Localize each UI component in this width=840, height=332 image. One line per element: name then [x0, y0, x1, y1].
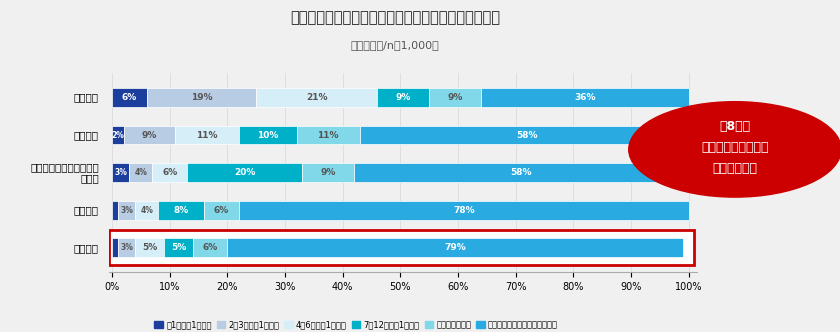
- Text: 9%: 9%: [396, 93, 411, 102]
- Bar: [481, 88, 689, 107]
- Bar: [118, 201, 135, 220]
- Text: 11%: 11%: [197, 130, 218, 139]
- Text: 4%: 4%: [140, 206, 153, 215]
- Text: 9%: 9%: [448, 93, 463, 102]
- Bar: [112, 238, 118, 257]
- Bar: [228, 238, 683, 257]
- Bar: [256, 88, 377, 107]
- Bar: [354, 163, 689, 182]
- Bar: [204, 201, 239, 220]
- Text: 36%: 36%: [574, 93, 596, 102]
- Bar: [176, 125, 239, 144]
- Bar: [158, 201, 204, 220]
- Bar: [164, 238, 193, 257]
- Bar: [360, 125, 695, 144]
- Bar: [123, 125, 176, 144]
- Text: 19%: 19%: [191, 93, 213, 102]
- Text: 3%: 3%: [120, 243, 133, 252]
- Text: 79%: 79%: [444, 243, 466, 252]
- Bar: [239, 125, 297, 144]
- Bar: [112, 125, 123, 144]
- Bar: [297, 125, 360, 144]
- Text: 10%: 10%: [257, 130, 278, 139]
- Bar: [377, 88, 429, 107]
- Text: 58%: 58%: [517, 130, 538, 139]
- Bar: [112, 201, 118, 220]
- Text: 9%: 9%: [321, 168, 336, 177]
- Text: 11%: 11%: [318, 130, 339, 139]
- FancyBboxPatch shape: [109, 230, 695, 266]
- Text: 6%: 6%: [214, 206, 229, 215]
- Text: 6%: 6%: [202, 243, 218, 252]
- Text: 78%: 78%: [453, 206, 475, 215]
- Text: 3%: 3%: [120, 206, 133, 215]
- Bar: [129, 163, 152, 182]
- Text: 定期的に検査・検診している体の部位はありますか。: 定期的に検査・検診している体の部位はありますか。: [290, 10, 500, 25]
- Text: 5%: 5%: [171, 243, 186, 252]
- Text: 8%: 8%: [174, 206, 189, 215]
- Bar: [135, 201, 158, 220]
- Bar: [187, 163, 302, 182]
- Text: 3%: 3%: [114, 168, 127, 177]
- Bar: [112, 163, 129, 182]
- Text: 6%: 6%: [122, 93, 137, 102]
- Text: 21%: 21%: [306, 93, 328, 102]
- Text: 5%: 5%: [142, 243, 157, 252]
- Text: （単一回答/n＝1,000）: （単一回答/n＝1,000）: [350, 40, 439, 50]
- Bar: [135, 238, 164, 257]
- Text: 58%: 58%: [511, 168, 532, 177]
- Legend: ～1か月に1回程度, 2～3か月に1回程度, 4～6か月に1回程度, 7～12か月に1回程度, それ未満の頻度, 定期的に検査・検診していない: ～1か月に1回程度, 2～3か月に1回程度, 4～6か月に1回程度, 7～12か…: [155, 320, 558, 329]
- Bar: [112, 88, 147, 107]
- Text: 4%: 4%: [134, 168, 147, 177]
- Bar: [239, 201, 689, 220]
- Text: 9%: 9%: [142, 130, 157, 139]
- Bar: [118, 238, 135, 257]
- Bar: [152, 163, 187, 182]
- Bar: [302, 163, 354, 182]
- Text: 6%: 6%: [162, 168, 177, 177]
- Bar: [429, 88, 481, 107]
- Bar: [193, 238, 228, 257]
- Text: 約8割が
骨を検査・検診して
いない結果に: 約8割が 骨を検査・検診して いない結果に: [701, 120, 769, 175]
- Text: 2%: 2%: [112, 130, 124, 139]
- Text: 20%: 20%: [234, 168, 255, 177]
- Bar: [147, 88, 256, 107]
